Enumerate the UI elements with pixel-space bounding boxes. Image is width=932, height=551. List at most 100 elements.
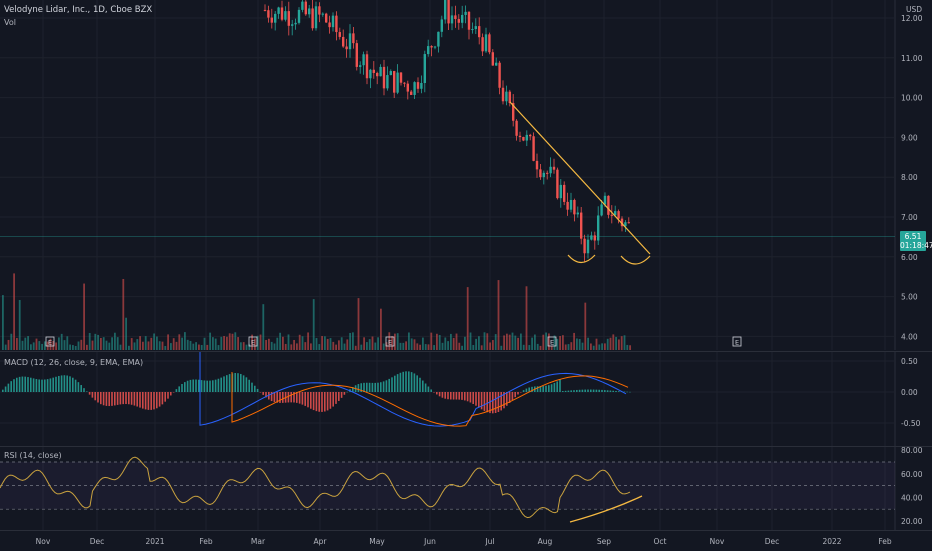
- volume-bar: [321, 336, 323, 350]
- macd-histogram-bar: [573, 390, 575, 392]
- macd-histogram-bar: [382, 381, 385, 392]
- volume-bar: [447, 341, 449, 350]
- candle-body: [274, 13, 277, 23]
- trendline[interactable]: [509, 101, 651, 255]
- macd-histogram-bar: [340, 392, 343, 398]
- macd-histogram-bar: [492, 392, 494, 414]
- candle-body: [586, 239, 590, 254]
- volume-bar: [130, 338, 133, 350]
- earnings-marker[interactable]: [248, 336, 258, 347]
- macd-histogram-bar: [472, 392, 474, 404]
- volume-bar: [402, 342, 405, 350]
- macd-histogram-bar: [200, 380, 203, 392]
- volume-bar: [506, 333, 508, 350]
- price-pane[interactable]: 12.00 11.00 10.00 9.00 8.00 7.00 6.00 5.00 4.00 E…: [0, 0, 932, 350]
- rsi-chart[interactable]: 80.00 60.00 40.00 20.00: [0, 447, 932, 531]
- candle-body: [345, 46, 348, 50]
- macd-histogram-bar: [618, 391, 620, 392]
- volume-bar: [408, 332, 410, 350]
- time-axis[interactable]: Nov Dec 2021 Feb Mar Apr May Jun Jul Aug Sep Oct Nov…: [0, 530, 932, 551]
- candle-body: [318, 6, 321, 15]
- candle-body: [447, 0, 450, 24]
- bottom-arc[interactable]: [567, 254, 596, 264]
- volume-bar: [242, 342, 245, 350]
- bottom-arc[interactable]: [620, 255, 651, 265]
- macd-histogram-bar: [125, 392, 127, 405]
- volume-bar: [388, 332, 391, 350]
- volume-bar: [52, 340, 55, 350]
- candle-body: [301, 1, 304, 10]
- candle-body: [263, 9, 267, 11]
- volume-bar: [102, 337, 105, 350]
- volume-bar: [301, 336, 304, 350]
- macd-chart[interactable]: 0.50 0.00 -0.50: [0, 352, 932, 447]
- volume-bar: [97, 334, 99, 350]
- rsi-pane[interactable]: 80.00 60.00 40.00 20.00 RSI (14, close): [0, 446, 932, 531]
- rsi-trendline[interactable]: [569, 495, 643, 523]
- volume-bar: [72, 345, 74, 350]
- earnings-marker[interactable]: [547, 336, 557, 347]
- volume-bar: [377, 337, 379, 350]
- macd-histogram-bar: [517, 392, 519, 395]
- macd-histogram-bar: [30, 377, 32, 392]
- volume-bar: [259, 334, 262, 350]
- macd-histogram-bar: [360, 383, 362, 392]
- macd-histogram-bar: [32, 378, 35, 392]
- volume-bar: [161, 341, 164, 350]
- candle-body: [556, 169, 559, 199]
- earnings-marker[interactable]: [732, 336, 742, 347]
- macd-histogram-bar: [108, 392, 110, 407]
- macd-histogram-bar: [133, 392, 136, 406]
- macd-histogram-bar: [77, 382, 80, 392]
- candle-body: [355, 43, 358, 67]
- macd-histogram-bar: [156, 392, 158, 409]
- candle-body: [607, 195, 610, 215]
- volume-bar: [80, 339, 83, 350]
- macd-histogram-bar: [391, 377, 393, 392]
- volume-bar: [21, 340, 24, 350]
- last-price-tag: 6.51 01:18:47: [900, 230, 932, 251]
- volume-bar: [58, 337, 60, 350]
- macd-histogram-bar: [172, 392, 175, 393]
- macd-histogram-bar: [626, 391, 628, 393]
- volume-bar: [326, 338, 329, 350]
- macd-histogram-bar: [10, 381, 12, 392]
- volume-bar: [27, 336, 29, 350]
- volume-bar: [517, 337, 519, 350]
- macd-histogram-bar: [206, 380, 208, 392]
- macd-histogram-bar: [483, 392, 486, 411]
- candle-body: [430, 46, 433, 48]
- volume-bar: [310, 343, 312, 350]
- volume-bar: [472, 345, 475, 350]
- macd-histogram-bar: [276, 392, 278, 403]
- volume-bar: [265, 339, 267, 350]
- candle-body: [321, 13, 324, 15]
- volume-bar: [419, 344, 421, 350]
- macd-histogram-bar: [542, 386, 544, 392]
- candle-body: [416, 82, 420, 89]
- volume-bar: [234, 332, 237, 350]
- candle-body: [297, 9, 301, 23]
- candle-body: [365, 54, 369, 79]
- volume-bar: [150, 337, 153, 350]
- candle-body: [488, 34, 491, 53]
- price-chart[interactable]: 12.00 11.00 10.00 9.00 8.00 7.00 6.00 5.00 4.00 E…: [0, 0, 932, 350]
- earnings-marker[interactable]: [45, 336, 55, 347]
- macd-histogram-bar: [105, 392, 108, 406]
- macd-histogram-bar: [35, 379, 38, 392]
- volume-bar: [598, 344, 601, 350]
- candle-body: [610, 214, 613, 216]
- candle-body: [600, 204, 603, 216]
- volume-bar: [508, 334, 511, 350]
- macd-histogram-bar: [525, 388, 528, 392]
- macd-histogram-bar: [629, 391, 631, 393]
- macd-pane[interactable]: 0.50 0.00 -0.50 MACD (12, 26, close, 9, EM…: [0, 351, 932, 447]
- macd-histogram-bar: [590, 389, 592, 392]
- candle-body: [359, 65, 362, 67]
- macd-histogram-bar: [114, 392, 116, 406]
- earnings-marker[interactable]: [385, 336, 395, 347]
- volume-bar: [618, 339, 620, 350]
- time-tick-label: Feb: [878, 537, 892, 546]
- macd-histogram-bar: [497, 392, 500, 413]
- macd-histogram-bar: [16, 377, 18, 392]
